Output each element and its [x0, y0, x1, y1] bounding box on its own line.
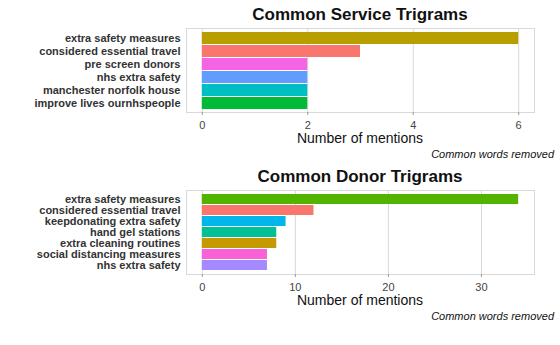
svg-text:considered essential travel: considered essential travel [39, 204, 181, 216]
svg-text:manchester norfolk house: manchester norfolk house [43, 84, 181, 96]
svg-text:4: 4 [410, 119, 416, 130]
svg-text:extra safety measures: extra safety measures [64, 193, 181, 205]
svg-text:0: 0 [199, 281, 205, 292]
svg-text:10: 10 [289, 281, 301, 292]
svg-text:improve lives ournhspeople: improve lives ournhspeople [34, 97, 180, 109]
svg-text:social distancing measures: social distancing measures [36, 248, 181, 260]
svg-text:6: 6 [516, 119, 522, 130]
svg-text:2: 2 [305, 119, 311, 130]
svg-text:extra cleaning routines: extra cleaning routines [60, 237, 181, 249]
svg-text:nhs extra safety: nhs extra safety [97, 259, 182, 271]
html-text:Common words removed: Common words removed [431, 148, 554, 160]
svg-text:pre screen donors: pre screen donors [85, 58, 181, 70]
html-text:Common Service Trigrams: Common Service Trigrams [252, 5, 468, 24]
svg-text:nhs extra safety: nhs extra safety [97, 71, 182, 83]
html-text:Common Donor Trigrams: Common Donor Trigrams [257, 167, 463, 186]
html-text:Number of mentions: Number of mentions [297, 292, 423, 308]
svg-text:30: 30 [475, 281, 487, 292]
svg-text:hand gel stations: hand gel stations [90, 226, 181, 238]
html-text:Common words removed: Common words removed [431, 310, 554, 322]
html-text:Number of mentions: Number of mentions [297, 130, 423, 146]
svg-text:0: 0 [199, 119, 205, 130]
svg-text:extra safety measures: extra safety measures [65, 32, 181, 44]
svg-text:20: 20 [382, 281, 394, 292]
svg-text:keepdonating extra safety: keepdonating extra safety [44, 215, 181, 227]
svg-text:considered essential travel: considered essential travel [39, 45, 180, 57]
